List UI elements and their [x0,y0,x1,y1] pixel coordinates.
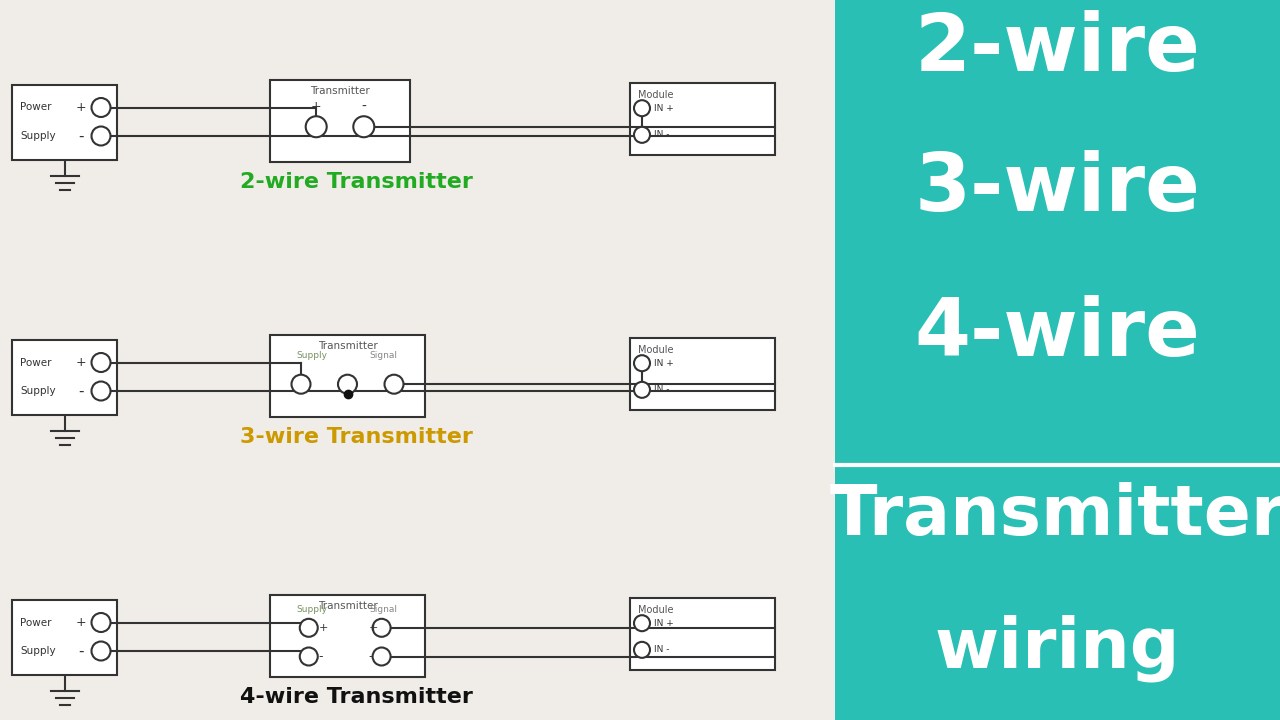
Bar [630,598,774,670]
Bar [270,335,425,417]
Circle shape [372,647,390,665]
Circle shape [338,374,357,394]
Text: 4-wire Transmitter: 4-wire Transmitter [241,687,472,707]
Text: 2-wire Transmitter: 2-wire Transmitter [241,172,472,192]
Circle shape [306,116,326,138]
Text: Transmitter: Transmitter [317,601,378,611]
Text: -: - [361,100,366,114]
Circle shape [634,382,650,398]
Circle shape [353,116,374,138]
Text: IN -: IN - [654,130,669,140]
Text: -: - [78,128,83,143]
Bar [270,80,410,162]
Text: Transmitter: Transmitter [829,482,1280,549]
Text: Supply: Supply [297,606,328,614]
Bar [270,595,425,677]
Text: Transmitter: Transmitter [310,86,370,96]
Text: Power: Power [20,618,51,628]
Text: -: - [78,644,83,659]
Circle shape [292,374,311,394]
Text: Module: Module [637,345,673,355]
Text: +: + [76,101,86,114]
Text: 3-wire Transmitter: 3-wire Transmitter [241,427,472,447]
Circle shape [634,355,650,372]
Text: -: - [319,650,324,663]
Text: -: - [78,384,83,398]
Circle shape [91,382,110,400]
Bar [835,465,1280,720]
Bar [12,600,116,675]
Text: 4-wire: 4-wire [915,295,1201,373]
Text: Module: Module [637,90,673,100]
Text: Supply: Supply [297,351,328,360]
Circle shape [634,127,650,143]
Text: +: + [319,623,328,633]
Circle shape [91,353,110,372]
Text: wiring: wiring [934,615,1180,683]
Circle shape [634,100,650,116]
Text: Power: Power [20,358,51,367]
Bar [630,83,774,155]
Text: Signal: Signal [369,351,397,360]
Bar [12,85,116,160]
Circle shape [300,647,317,665]
Text: IN -: IN - [654,385,669,395]
Text: +: + [76,616,86,629]
Circle shape [91,613,110,632]
Text: IN -: IN - [654,645,669,654]
Circle shape [634,642,650,658]
Bar [12,340,116,415]
Circle shape [91,642,110,660]
Text: Transmitter: Transmitter [317,341,378,351]
Circle shape [372,618,390,636]
Text: Supply: Supply [20,131,55,141]
Text: IN +: IN + [654,618,673,628]
Circle shape [384,374,403,394]
Text: Supply: Supply [20,646,55,656]
Bar [835,0,1280,465]
Text: 3-wire: 3-wire [915,150,1201,228]
Text: Signal: Signal [369,606,397,614]
Text: -: - [369,650,372,663]
Text: Power: Power [20,102,51,112]
Text: Module: Module [637,605,673,615]
Circle shape [91,98,110,117]
Text: +: + [369,623,378,633]
Circle shape [300,618,317,636]
Text: +: + [76,356,86,369]
Text: Supply: Supply [20,386,55,396]
Text: +: + [311,100,321,113]
Circle shape [91,127,110,145]
Text: 2-wire: 2-wire [915,10,1201,88]
Bar [630,338,774,410]
Circle shape [634,615,650,631]
Text: IN +: IN + [654,359,673,368]
Text: IN +: IN + [654,104,673,113]
